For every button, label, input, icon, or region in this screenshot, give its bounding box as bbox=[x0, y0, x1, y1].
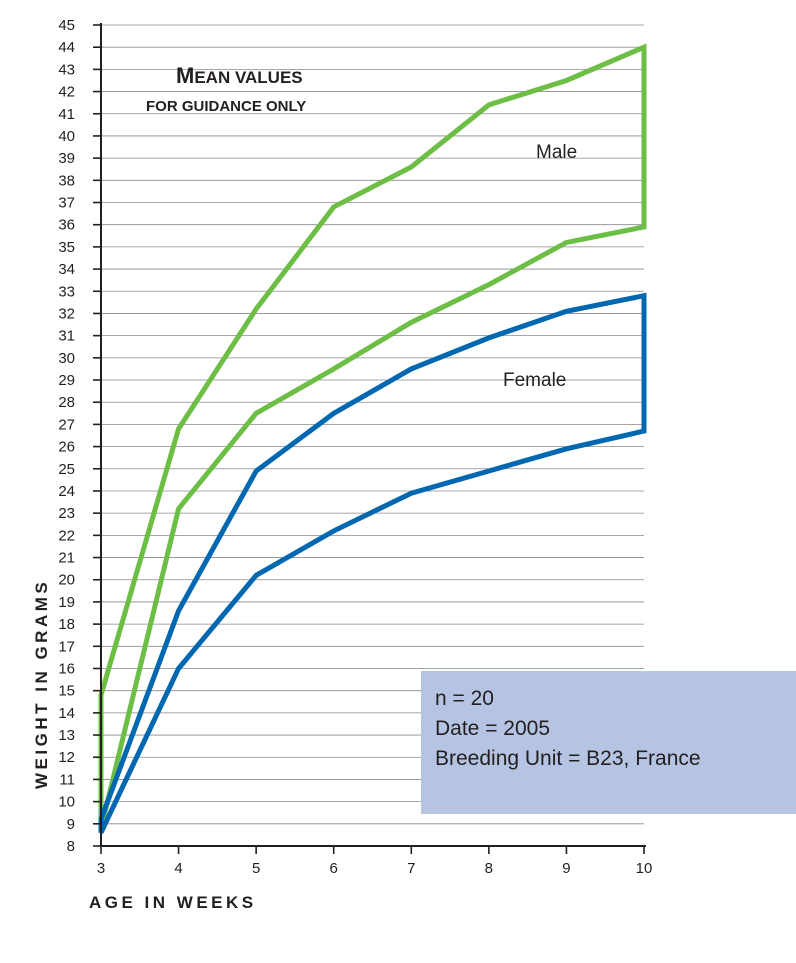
y-tick-label: 26 bbox=[58, 439, 75, 456]
y-tick-label: 10 bbox=[58, 794, 75, 811]
x-tick-label: 8 bbox=[485, 860, 493, 877]
y-tick-label: 16 bbox=[58, 660, 75, 677]
y-tick-label: 37 bbox=[58, 195, 75, 212]
tick-labels: 8 9 10 11 12 13 14 15 16 17 18 19 20 21 22 23 24 25 26 27 28… bbox=[58, 17, 652, 877]
y-tick-label: 30 bbox=[58, 350, 75, 367]
y-tick-label: 40 bbox=[58, 128, 75, 145]
y-tick-label: 44 bbox=[58, 39, 75, 56]
y-tick-label: 9 bbox=[67, 816, 75, 833]
y-tick-label: 8 bbox=[67, 838, 75, 855]
y-tick-label: 17 bbox=[58, 638, 75, 655]
y-tick-label: 43 bbox=[58, 61, 75, 78]
x-tick-label: 10 bbox=[636, 860, 653, 877]
y-tick-label: 34 bbox=[58, 261, 75, 278]
y-axis-title: WEIGHT IN GRAMS bbox=[32, 579, 51, 789]
chart-subtitle: FOR GUIDANCE ONLY bbox=[146, 98, 306, 115]
y-tick-label: 11 bbox=[59, 771, 75, 788]
x-tick-label: 9 bbox=[562, 860, 570, 877]
y-tick-label: 28 bbox=[58, 394, 75, 411]
y-tick-label: 45 bbox=[58, 17, 75, 34]
chart-title: MEAN VALUES bbox=[176, 63, 303, 88]
x-tick-label: 4 bbox=[174, 860, 182, 877]
y-tick-label: 25 bbox=[58, 461, 75, 478]
info-date: Date = 2005 bbox=[435, 717, 551, 740]
y-tick-label: 38 bbox=[58, 172, 75, 189]
info-box: n = 20 Date = 2005 Breeding Unit = B23, … bbox=[421, 671, 796, 814]
y-tick-label: 14 bbox=[58, 705, 75, 722]
series-label-female: Female bbox=[503, 370, 566, 391]
x-tick-label: 6 bbox=[330, 860, 338, 877]
y-tick-label: 33 bbox=[58, 283, 75, 300]
y-tick-label: 31 bbox=[58, 328, 75, 345]
info-breeding-unit: Breeding Unit = B23, France bbox=[435, 747, 701, 770]
x-axis-title: AGE IN WEEKS bbox=[89, 893, 257, 912]
y-tick-label: 23 bbox=[58, 505, 75, 522]
y-tick-label: 42 bbox=[58, 84, 75, 101]
y-tick-label: 32 bbox=[58, 305, 75, 322]
y-tick-label: 20 bbox=[58, 572, 75, 589]
y-tick-label: 27 bbox=[58, 416, 75, 433]
y-tick-label: 24 bbox=[58, 483, 75, 500]
y-tick-label: 22 bbox=[58, 527, 75, 544]
axes bbox=[93, 23, 646, 854]
y-tick-label: 36 bbox=[58, 217, 75, 234]
y-tick-label: 29 bbox=[58, 372, 75, 389]
gridlines bbox=[101, 24, 644, 825]
y-tick-label: 19 bbox=[58, 594, 75, 611]
y-tick-label: 35 bbox=[58, 239, 75, 256]
y-tick-label: 41 bbox=[58, 106, 75, 123]
info-n: n = 20 bbox=[435, 687, 494, 710]
y-tick-label: 13 bbox=[58, 727, 75, 744]
series-label-male: Male bbox=[536, 142, 577, 163]
y-tick-label: 18 bbox=[58, 616, 75, 633]
chart-title-rest: EAN VALUES bbox=[194, 68, 302, 87]
y-tick-label: 15 bbox=[58, 683, 75, 700]
y-tick-label: 21 bbox=[58, 550, 75, 567]
x-tick-label: 7 bbox=[407, 860, 415, 877]
y-tick-label: 12 bbox=[58, 749, 75, 766]
x-tick-label: 3 bbox=[97, 860, 105, 877]
y-tick-label: 39 bbox=[58, 150, 75, 167]
x-tick-label: 5 bbox=[252, 860, 260, 877]
